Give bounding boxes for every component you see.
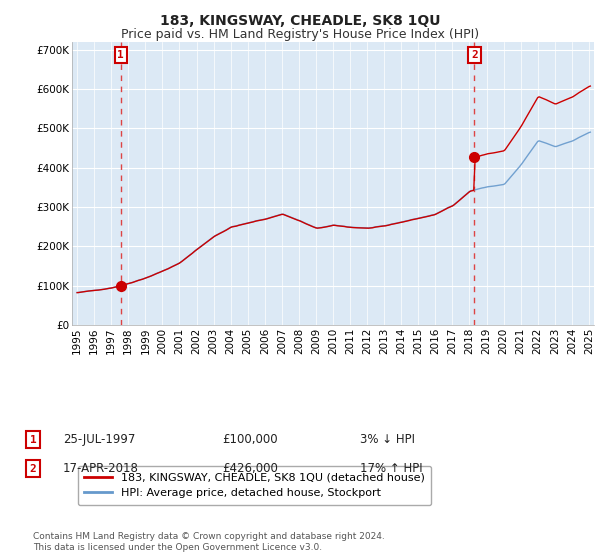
- Text: 3% ↓ HPI: 3% ↓ HPI: [360, 433, 415, 446]
- Text: 17-APR-2018: 17-APR-2018: [63, 462, 139, 475]
- Text: 2: 2: [471, 50, 478, 60]
- Text: 25-JUL-1997: 25-JUL-1997: [63, 433, 136, 446]
- Text: 2: 2: [29, 464, 37, 474]
- Text: £426,000: £426,000: [222, 462, 278, 475]
- Text: £100,000: £100,000: [222, 433, 278, 446]
- Text: 1: 1: [118, 50, 124, 60]
- Text: 17% ↑ HPI: 17% ↑ HPI: [360, 462, 422, 475]
- Text: Contains HM Land Registry data © Crown copyright and database right 2024.
This d: Contains HM Land Registry data © Crown c…: [33, 532, 385, 552]
- Text: Price paid vs. HM Land Registry's House Price Index (HPI): Price paid vs. HM Land Registry's House …: [121, 28, 479, 41]
- Text: 183, KINGSWAY, CHEADLE, SK8 1QU: 183, KINGSWAY, CHEADLE, SK8 1QU: [160, 14, 440, 28]
- Legend: 183, KINGSWAY, CHEADLE, SK8 1QU (detached house), HPI: Average price, detached h: 183, KINGSWAY, CHEADLE, SK8 1QU (detache…: [77, 466, 431, 505]
- Text: 1: 1: [29, 435, 37, 445]
